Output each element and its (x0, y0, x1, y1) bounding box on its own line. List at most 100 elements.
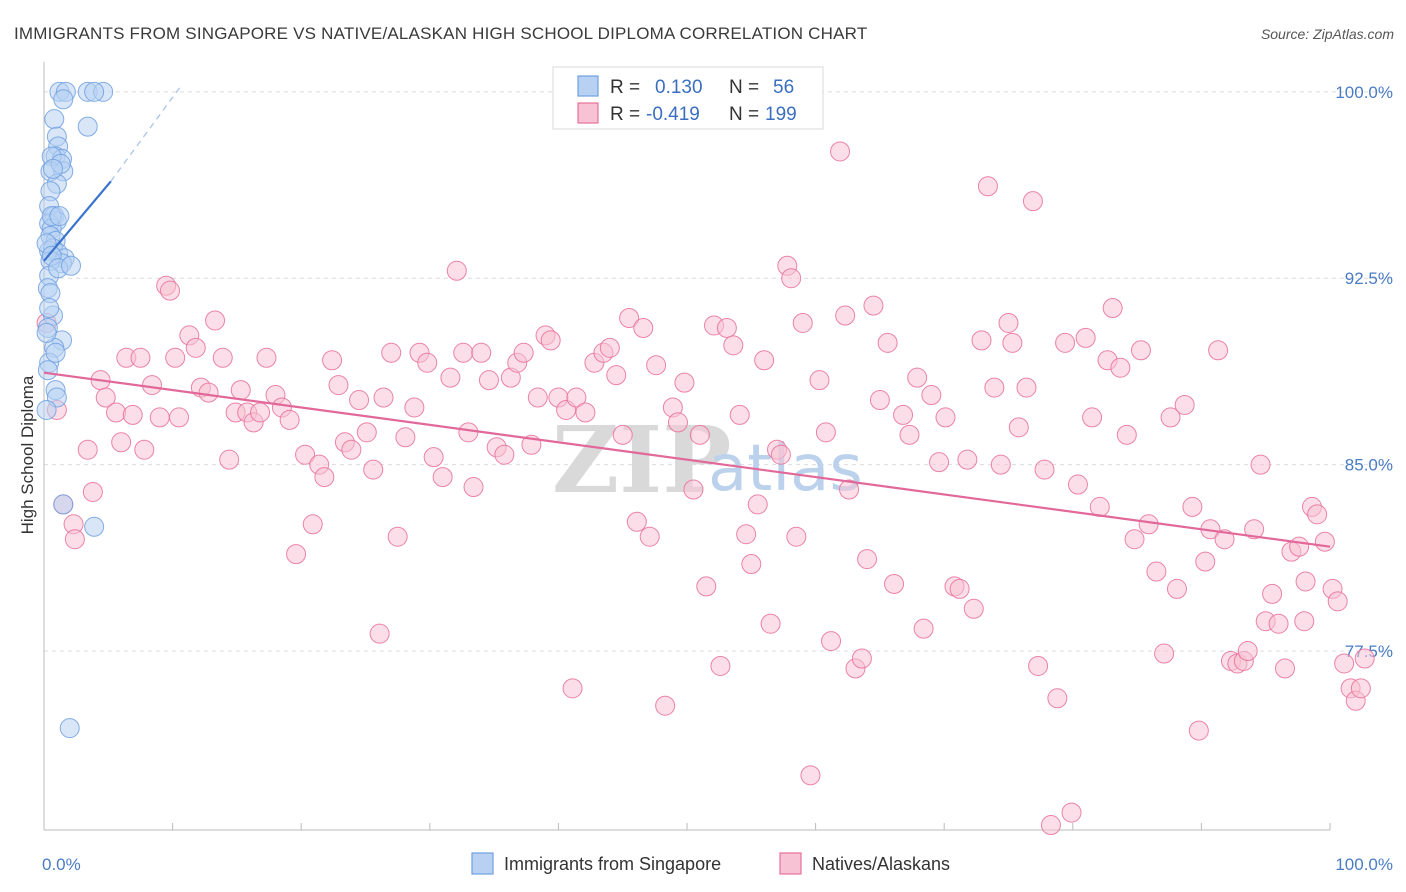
singapore-point-43 (59, 718, 80, 739)
singapore-point-47 (45, 342, 66, 363)
natives-point-186 (1289, 536, 1310, 557)
stats-r-label-1: R = (610, 104, 640, 125)
natives-point-166 (1160, 407, 1181, 428)
natives-point-14 (134, 439, 155, 460)
y-tick-label-1: 92.5% (1345, 269, 1393, 288)
trend-lines (43, 86, 1331, 548)
natives-point-79 (575, 402, 596, 423)
y-tick-label-2: 85.0% (1345, 456, 1393, 475)
natives-point-198 (1294, 611, 1315, 632)
natives-point-151 (1055, 332, 1076, 353)
natives-point-62 (458, 422, 479, 443)
natives-point-149 (1040, 815, 1061, 836)
natives-point-183 (1268, 613, 1289, 634)
natives-point-25 (205, 310, 226, 331)
natives-point-159 (1110, 357, 1131, 378)
grid-lines (44, 91, 1394, 652)
natives-point-161 (1124, 529, 1145, 550)
natives-point-60 (446, 260, 467, 281)
natives-point-20 (169, 407, 190, 428)
natives-point-111 (786, 526, 807, 547)
stats-r-value-1: -0.419 (646, 104, 700, 125)
natives-point-90 (655, 695, 676, 716)
natives-point-36 (279, 409, 300, 430)
natives-point-27 (219, 449, 240, 470)
axes (43, 62, 1331, 831)
natives-point-162 (1130, 340, 1151, 361)
stats-legend: R = 0.130 N = 56 R = -0.419 N = 199 (552, 66, 824, 130)
singapore-point-54 (61, 255, 82, 276)
natives-point-187 (1295, 571, 1316, 592)
natives-point-94 (683, 479, 704, 500)
natives-point-141 (990, 454, 1011, 475)
natives-point-197 (1354, 648, 1375, 669)
natives-point-8 (95, 387, 116, 408)
natives-point-46 (349, 390, 370, 411)
natives-point-52 (387, 526, 408, 547)
natives-point-41 (314, 467, 335, 488)
natives-point-63 (463, 477, 484, 498)
natives-point-50 (373, 387, 394, 408)
natives-point-33 (256, 347, 277, 368)
natives-point-37 (286, 544, 307, 565)
natives-point-184 (1274, 658, 1295, 679)
natives-point-43 (328, 375, 349, 396)
natives-point-118 (835, 305, 856, 326)
natives-point-70 (513, 342, 534, 363)
natives-point-193 (1334, 653, 1355, 674)
natives-point-173 (1208, 340, 1229, 361)
natives-point-168 (1174, 394, 1195, 415)
stats-n-label-1: N = (729, 104, 759, 125)
natives-point-86 (626, 511, 647, 532)
legend-label-natives: Natives/Alaskans (812, 854, 950, 874)
natives-point-89 (646, 355, 667, 376)
natives-point-49 (369, 623, 390, 644)
natives-point-101 (729, 404, 750, 425)
singapore-trend-extension (110, 86, 181, 182)
natives-trend-line (43, 371, 1331, 548)
natives-point-88 (639, 526, 660, 547)
natives-point-179 (1244, 519, 1265, 540)
natives-point-12 (122, 404, 143, 425)
natives-point-131 (921, 385, 942, 406)
natives-point-113 (800, 765, 821, 786)
natives-point-147 (1028, 655, 1049, 676)
natives-point-72 (527, 387, 548, 408)
natives-point-146 (1022, 191, 1043, 212)
y-tick-label-0: 100.0% (1335, 83, 1393, 102)
natives-point-130 (913, 618, 934, 639)
y-tick-labels: 100.0%92.5%85.0%77.5% (1335, 83, 1393, 661)
natives-point-139 (977, 176, 998, 197)
natives-point-138 (971, 330, 992, 351)
natives-point-10 (111, 432, 132, 453)
natives-point-65 (478, 370, 499, 391)
watermark-atlas: atlas (708, 432, 863, 506)
natives-point-150 (1047, 688, 1068, 709)
natives-point-137 (963, 598, 984, 619)
natives-point-170 (1188, 720, 1209, 741)
legend-swatch-singapore (471, 852, 494, 875)
natives-point-133 (935, 407, 956, 428)
natives-point-42 (322, 350, 343, 371)
natives-point-13 (130, 347, 151, 368)
natives-point-145 (1016, 377, 1037, 398)
natives-point-124 (869, 390, 890, 411)
stats-swatch-singapore (577, 75, 599, 97)
natives-point-104 (747, 494, 768, 515)
natives-point-85 (619, 308, 640, 328)
natives-point-57 (423, 447, 444, 468)
natives-point-82 (599, 337, 620, 358)
legend-label-singapore: Immigrants from Singapore (504, 854, 721, 874)
natives-point-102 (736, 524, 757, 545)
natives-point-155 (1082, 407, 1103, 428)
natives-point-143 (1002, 332, 1023, 353)
natives-point-56 (417, 352, 438, 373)
natives-point-84 (612, 424, 633, 445)
stats-n-label-0: N = (729, 77, 759, 98)
singapore-point-50 (43, 158, 64, 179)
natives-point-93 (674, 372, 695, 393)
stats-n-value-0: 56 (773, 77, 794, 98)
natives-point-154 (1075, 327, 1096, 348)
natives-point-22 (185, 337, 206, 358)
